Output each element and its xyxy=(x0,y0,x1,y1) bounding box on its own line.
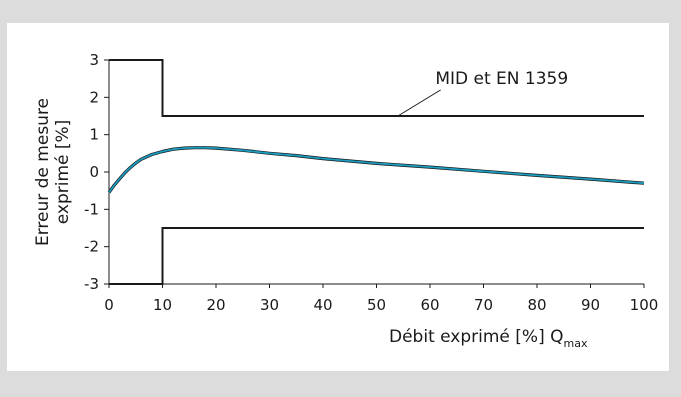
lower-limit-line xyxy=(109,227,644,285)
x-tick-label: 10 xyxy=(153,296,172,314)
chart-background xyxy=(7,23,669,371)
x-tick-label: 60 xyxy=(420,296,439,314)
x-tick-label: 0 xyxy=(104,296,114,314)
x-tick-label: 40 xyxy=(313,296,332,314)
annotation-label: MID et EN 1359 xyxy=(435,69,568,89)
x-tick-label: 90 xyxy=(581,296,600,314)
y-tick-label: 0 xyxy=(89,163,99,181)
upper-limit-line xyxy=(109,59,644,117)
limit-lines xyxy=(109,59,644,285)
x-axis-label-main: Débit exprimé [%] Q xyxy=(389,327,563,347)
y-tick-label: -3 xyxy=(84,275,99,293)
y-tick-label: -2 xyxy=(84,238,99,256)
x-axis-label: Débit exprimé [%] Qmax xyxy=(389,327,588,350)
y-tick-label: 1 xyxy=(89,126,99,144)
series-group xyxy=(107,146,645,194)
y-tick-label: 3 xyxy=(89,51,99,69)
x-tick-label: 70 xyxy=(474,296,493,314)
annotation-leader-line xyxy=(397,89,441,117)
y-axis-label-line-1: Erreur de mesure xyxy=(33,98,53,246)
x-tick-label: 30 xyxy=(260,296,279,314)
annotation-group: MID et EN 1359 xyxy=(397,69,568,117)
series-line xyxy=(108,146,645,194)
x-tick-label: 100 xyxy=(630,296,659,314)
y-tick-label: 2 xyxy=(89,88,99,106)
x-tick-label: 50 xyxy=(367,296,386,314)
x-tick-label: 80 xyxy=(527,296,546,314)
x-tick-label: 20 xyxy=(206,296,225,314)
x-axis-label-subscript: max xyxy=(563,337,587,350)
y-tick-label: -1 xyxy=(84,200,99,218)
y-axis-label-line-2: exprimé [%] xyxy=(53,120,73,225)
